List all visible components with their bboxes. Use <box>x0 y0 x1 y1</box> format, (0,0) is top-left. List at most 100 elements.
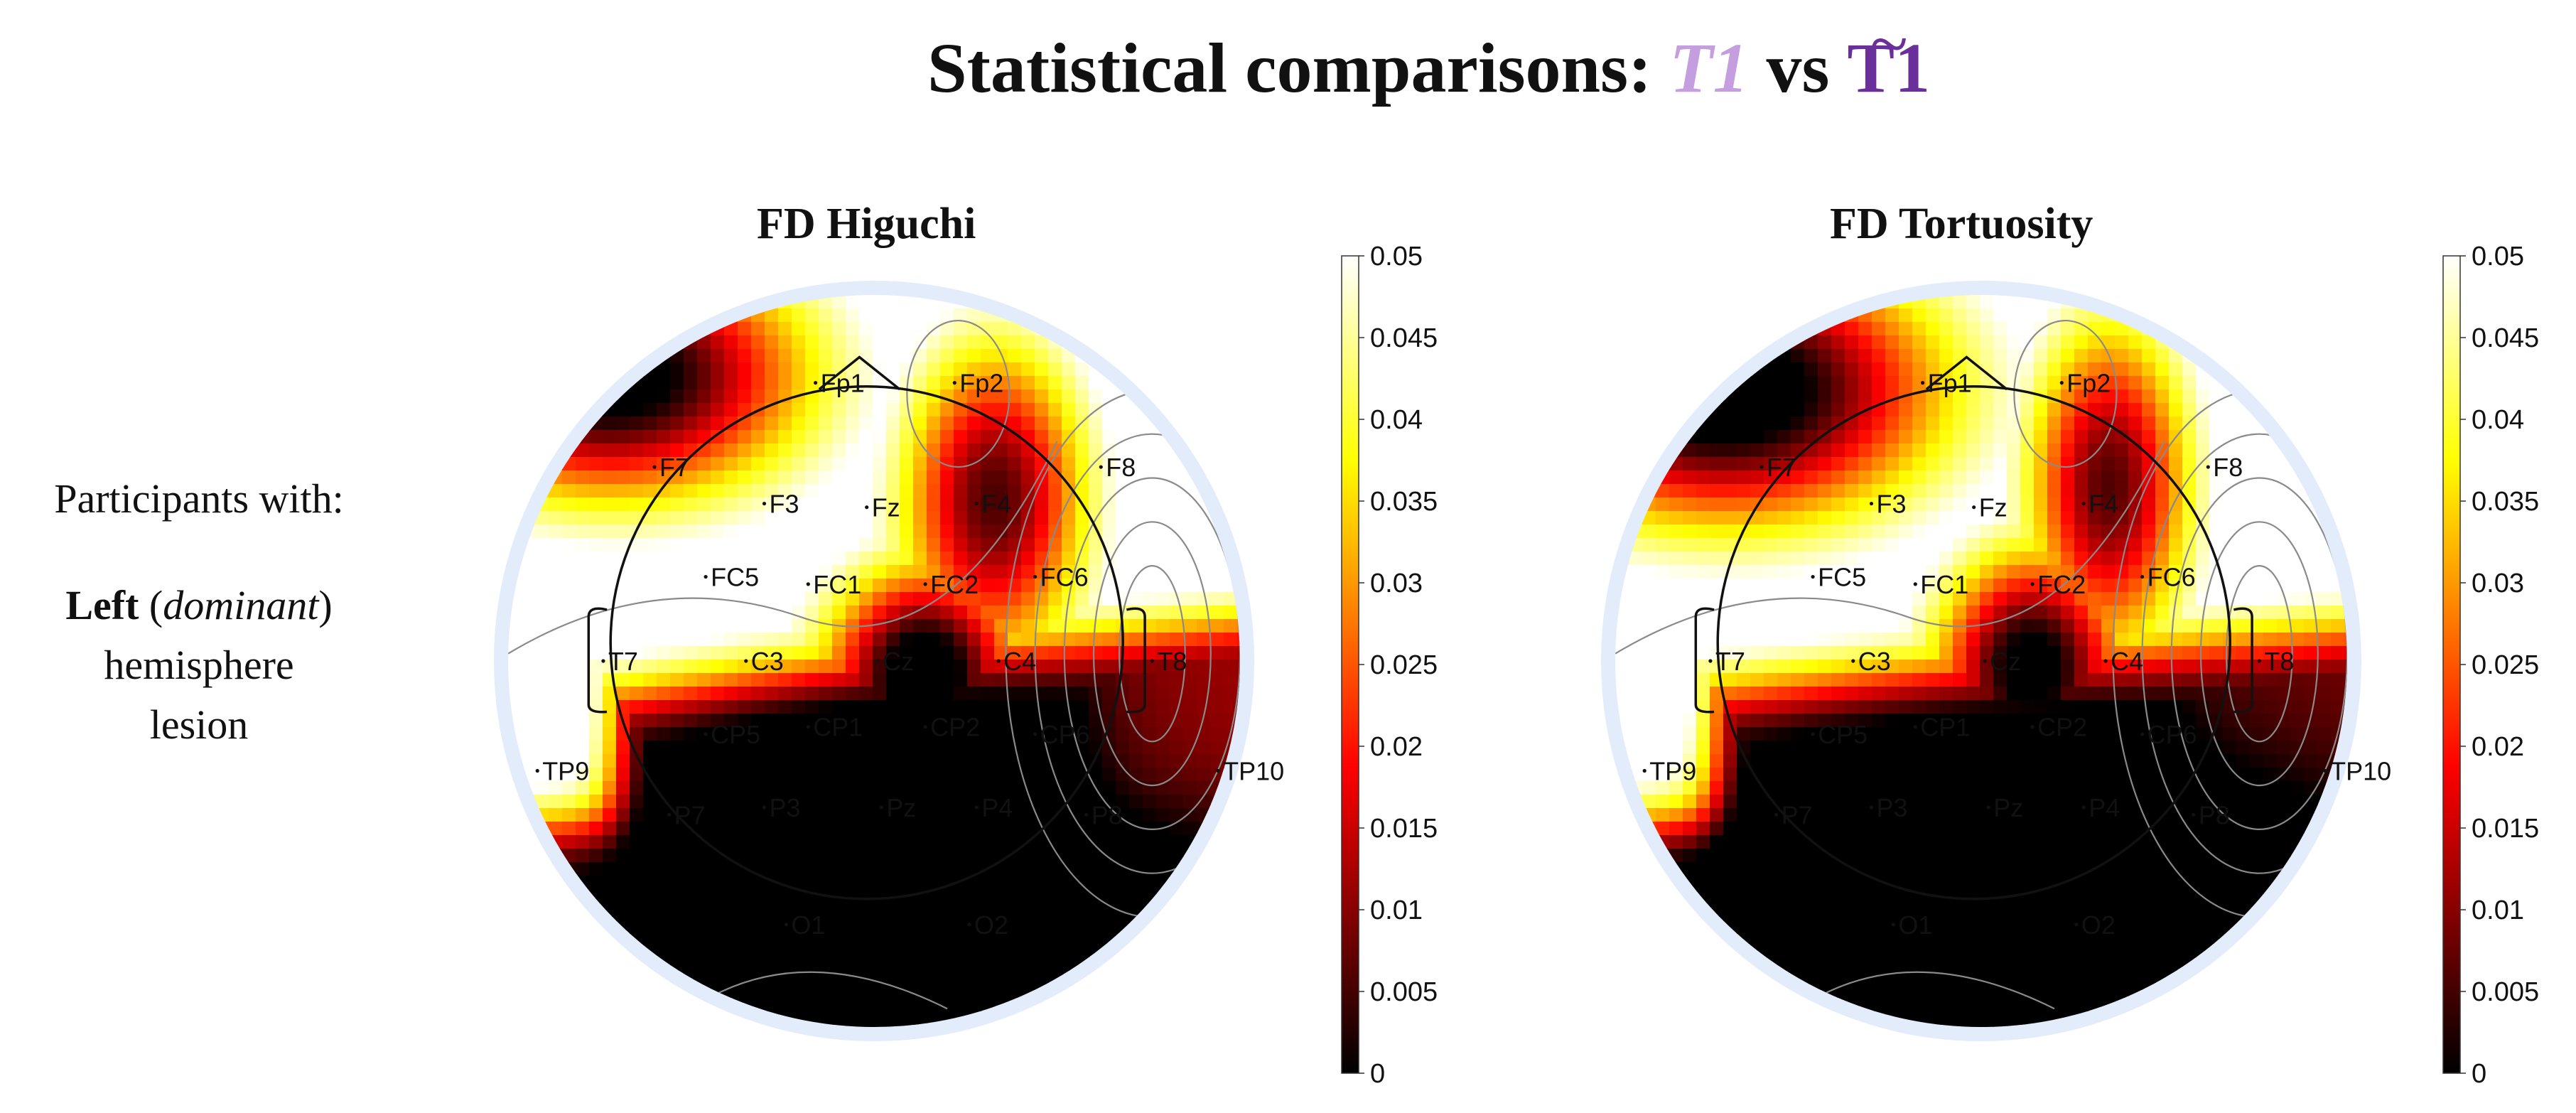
heatmap-cell <box>927 660 941 674</box>
heatmap-cell <box>1008 606 1022 620</box>
heatmap-cell <box>1615 700 1629 714</box>
heatmap-cell <box>900 808 914 822</box>
heatmap-cell <box>1818 835 1832 849</box>
heatmap-cell <box>1804 741 1818 755</box>
title-prefix: Statistical comparisons: <box>927 28 1652 107</box>
heatmap-cell <box>1993 362 2008 377</box>
heatmap-cell <box>1953 741 1967 755</box>
heatmap-cell <box>1089 646 1103 660</box>
heatmap-cell <box>792 471 806 485</box>
heatmap-cell <box>738 633 752 647</box>
heatmap-cell <box>1872 943 1886 957</box>
heatmap-cell <box>630 849 644 863</box>
heatmap-cell <box>1062 808 1076 822</box>
heatmap-cell <box>589 552 603 566</box>
heatmap-cell <box>1831 754 1845 768</box>
heatmap-cell <box>873 646 887 660</box>
electrode-dot <box>923 725 927 729</box>
heatmap-cell <box>1953 835 1967 849</box>
heatmap-cell <box>2142 416 2156 431</box>
heatmap-cell <box>616 808 630 822</box>
heatmap-cell <box>1885 997 1899 1011</box>
heatmap-cell <box>1197 660 1211 674</box>
electrode-dot <box>1759 465 1764 469</box>
heatmap-cell <box>1885 849 1899 863</box>
heatmap-cell <box>1764 525 1778 539</box>
heatmap-cell <box>1683 552 1697 566</box>
heatmap-cell <box>900 930 914 944</box>
heatmap-cell <box>2007 741 2021 755</box>
heatmap-cell <box>1696 768 1710 782</box>
heatmap-cell <box>2007 349 2021 363</box>
heatmap-cell <box>1696 876 1710 890</box>
heatmap-cell <box>2236 889 2251 903</box>
heatmap-cell <box>603 727 617 741</box>
heatmap-cell <box>616 849 630 863</box>
heatmap-cell <box>1062 376 1076 390</box>
heatmap-cell <box>819 714 833 728</box>
heatmap-cell <box>886 849 900 863</box>
heatmap-cell <box>1143 660 1157 674</box>
heatmap-cell <box>2047 889 2062 903</box>
heatmap-cell <box>1116 565 1130 579</box>
heatmap-cell <box>1966 592 1980 606</box>
heatmap-cell <box>1818 957 1832 971</box>
heatmap-cell <box>1696 741 1710 755</box>
heatmap-cell <box>1872 349 1886 363</box>
heatmap-cell <box>2020 646 2035 660</box>
heatmap-cell <box>2290 525 2305 539</box>
heatmap-cell <box>724 903 738 917</box>
heatmap-cell <box>1777 552 1791 566</box>
heatmap-cell <box>873 443 887 458</box>
heatmap-cell <box>819 700 833 714</box>
heatmap-cell <box>819 538 833 552</box>
heatmap-cell <box>724 646 738 660</box>
heatmap-cell <box>724 714 738 728</box>
heatmap-cell <box>630 714 644 728</box>
heatmap-cell <box>1872 389 1886 404</box>
heatmap-cell <box>2034 687 2048 701</box>
heatmap-cell <box>1872 416 1886 431</box>
heatmap-cell <box>2317 552 2332 566</box>
heatmap-cell <box>1791 768 1805 782</box>
heatmap-cell <box>1021 687 1035 701</box>
heatmap-cell <box>2007 606 2021 620</box>
heatmap-cell <box>2250 768 2264 782</box>
heatmap-cell <box>738 606 752 620</box>
heatmap-cell <box>2088 714 2102 728</box>
heatmap-cell <box>751 903 765 917</box>
electrode-dot <box>1150 659 1154 663</box>
heatmap-cell <box>738 889 752 903</box>
heatmap-cell <box>2155 916 2170 930</box>
heatmap-cell <box>994 984 1008 998</box>
heatmap-cell <box>1008 984 1022 998</box>
heatmap-cell <box>657 930 671 944</box>
heatmap-cell <box>1939 1011 1953 1025</box>
heatmap-cell <box>778 700 792 714</box>
heatmap-cell <box>805 430 819 444</box>
heatmap-cell <box>630 619 644 633</box>
heatmap-cell <box>1669 471 1683 485</box>
electrode-label: Cz <box>883 647 914 676</box>
heatmap-cell <box>1831 511 1845 525</box>
heatmap-cell <box>873 997 887 1011</box>
heatmap-cell <box>1129 646 1143 660</box>
heatmap-cell <box>765 457 779 471</box>
heatmap-cell <box>697 619 711 633</box>
heatmap-cell <box>778 687 792 701</box>
heatmap-cell <box>927 741 941 755</box>
heatmap-cell <box>603 484 617 498</box>
heatmap-cell <box>1750 443 1764 458</box>
heatmap-cell <box>792 552 806 566</box>
heatmap-cell <box>1858 876 1872 890</box>
heatmap-cell <box>1818 673 1832 687</box>
heatmap-cell <box>832 687 846 701</box>
heatmap-cell <box>1966 835 1980 849</box>
heatmap-cell <box>1008 619 1022 633</box>
heatmap-cell <box>2074 957 2089 971</box>
heatmap-cell <box>1116 849 1130 863</box>
heatmap-cell <box>1791 727 1805 741</box>
heatmap-cell <box>832 876 846 890</box>
heatmap-cell <box>2223 538 2237 552</box>
heatmap-cell <box>886 754 900 768</box>
